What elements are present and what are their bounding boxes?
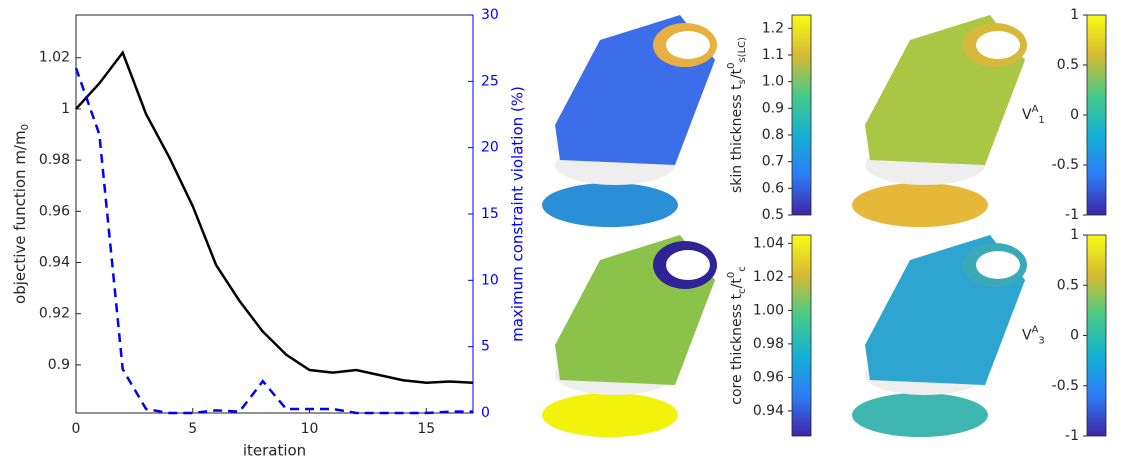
- colorbar-tick-label: 0: [1070, 328, 1079, 344]
- cylinder-skin: [542, 15, 717, 227]
- y-tick-label: 0.98: [39, 152, 70, 168]
- colorbar-tick-label: 0.6: [762, 180, 784, 196]
- series-line: [75, 50, 474, 385]
- x-tick-label: 0: [72, 421, 81, 437]
- y-tick-label: 0.92: [39, 306, 70, 322]
- cylinder-v1: [852, 15, 1027, 227]
- colorbar-label: core thickness tc/t0c: [726, 266, 748, 404]
- colorbar-label: VA3: [1022, 325, 1045, 347]
- colorbar: [1086, 234, 1107, 437]
- y-tick-label: 1: [61, 101, 70, 117]
- x-tick-label: 10: [301, 421, 319, 437]
- colorbar: [1086, 14, 1107, 216]
- colorbar-tick-label: 0.9: [762, 100, 784, 116]
- colorbar-tick-label: 0.8: [762, 127, 784, 143]
- series-line: [74, 67, 473, 415]
- y2-tick-label: 20: [481, 140, 499, 156]
- y2-tick-label: 10: [481, 272, 499, 288]
- colorbar-tick-label: 0.5: [762, 207, 784, 223]
- y-axis-label: objective function m/m0: [11, 124, 32, 304]
- colorbar-tick-label: -1: [1065, 428, 1079, 444]
- colorbar-tick-label: 0.94: [753, 403, 784, 419]
- colorbar-tick-label: 1.1: [762, 47, 784, 63]
- colorbar-tick-label: 0.98: [753, 336, 784, 352]
- colorbar-tick-label: 1.02: [753, 269, 784, 285]
- colorbar-label: VA1: [1022, 104, 1045, 126]
- x-tick-label: 5: [188, 421, 197, 437]
- y-tick-label: 0.94: [39, 255, 70, 271]
- y2-tick-label: 5: [481, 339, 490, 355]
- colorbar-tick-label: -1: [1065, 207, 1079, 223]
- y2-tick-label: 15: [481, 206, 499, 222]
- colorbar: [791, 234, 812, 437]
- cylinder-v3: [852, 235, 1027, 437]
- y-tick-label: 1.02: [39, 50, 70, 66]
- colorbar-tick-label: 0.7: [762, 154, 784, 170]
- colorbar: [791, 14, 812, 216]
- colorbar-tick-label: 0.96: [753, 369, 784, 385]
- colorbar-tick-label: 1.00: [753, 302, 784, 318]
- y-tick-label: 0.96: [39, 203, 70, 219]
- colorbar-tick-label: 0.5: [1057, 277, 1079, 293]
- x-tick-label: 15: [417, 421, 435, 437]
- colorbar-tick-label: -0.5: [1052, 378, 1079, 394]
- colorbar-tick-label: 1: [1070, 227, 1079, 243]
- colorbar-tick-label: 0.5: [1057, 57, 1079, 73]
- y2-tick-label: 30: [481, 7, 499, 23]
- colorbar-tick-label: 1.2: [762, 20, 784, 36]
- plot-frame: [75, 14, 474, 414]
- y2-axis-label: maximum constraint violation (%): [509, 86, 527, 342]
- colorbar-label: skin thickness ts/t0s(LC): [726, 37, 748, 193]
- colorbar-tick-label: 1: [1070, 7, 1079, 23]
- y2-tick-label: 25: [481, 73, 499, 89]
- colorbar-tick-label: -0.5: [1052, 157, 1079, 173]
- colorbar-tick-label: 1.04: [753, 235, 784, 251]
- y-tick-label: 0.9: [48, 357, 70, 373]
- x-axis-label: iteration: [243, 442, 306, 460]
- y2-tick-label: 0: [481, 405, 490, 421]
- cylinder-core: [542, 235, 717, 437]
- colorbar-tick-label: 1.0: [762, 74, 784, 90]
- colorbar-tick-label: 0: [1070, 107, 1079, 123]
